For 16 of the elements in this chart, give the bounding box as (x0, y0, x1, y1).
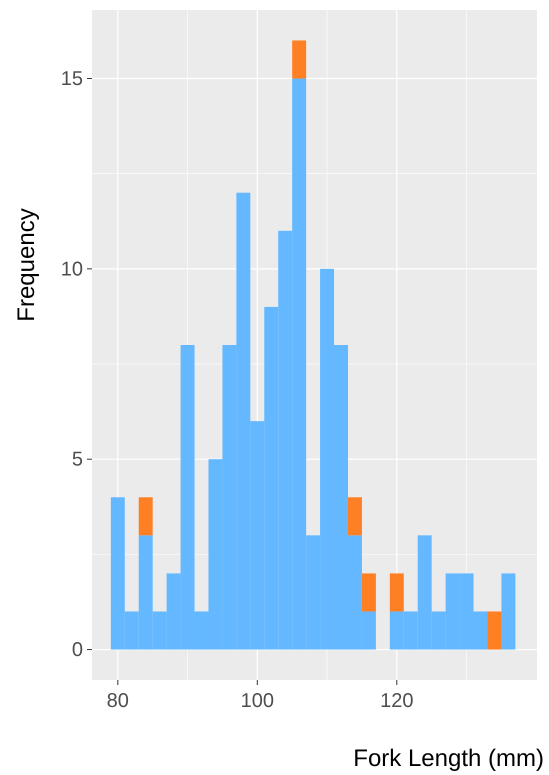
x-tick-label: 100 (240, 690, 274, 712)
y-tick-label: 0 (72, 638, 83, 661)
bar (390, 573, 404, 612)
x-tick-label: 80 (106, 690, 129, 712)
y-tick-label: 5 (72, 448, 83, 471)
bar (348, 497, 362, 536)
y-tick-label: 15 (60, 68, 83, 90)
bar (292, 40, 306, 79)
bar (501, 573, 516, 650)
x-axis-title: Fork Length (mm) (353, 745, 544, 772)
x-tick-label: 120 (380, 690, 414, 712)
y-tick-label: 10 (60, 258, 83, 280)
bar (487, 611, 502, 650)
bar (138, 497, 153, 536)
bar (362, 573, 376, 612)
y-axis-title: Frequency (13, 208, 40, 322)
